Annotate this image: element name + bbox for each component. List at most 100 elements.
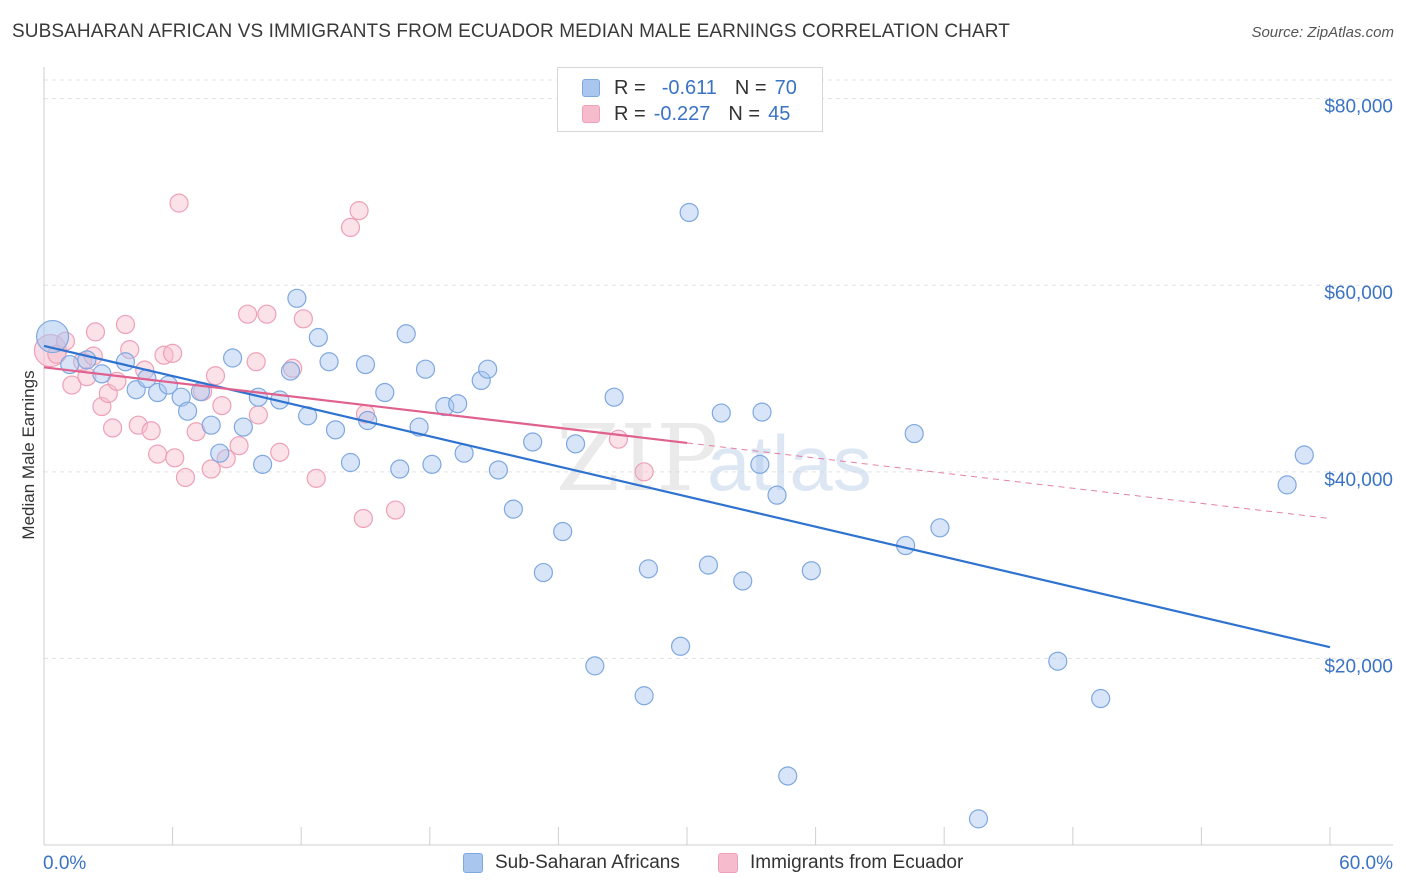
x-tick-label-max: 60.0% — [1339, 853, 1393, 874]
subsaharan-point — [415, 359, 436, 379]
subsaharan-point — [1294, 445, 1314, 465]
ecuador-point — [238, 304, 258, 324]
ecuador-point — [62, 375, 82, 395]
legend-n-value: 70 — [774, 76, 797, 99]
ecuador-point — [385, 500, 406, 520]
subsaharan-point — [533, 562, 553, 583]
legend-swatch-pink — [582, 105, 600, 123]
ecuador-point — [212, 395, 232, 416]
ecuador-point — [102, 418, 123, 438]
subsaharan-point — [375, 382, 395, 403]
series-ecuador-points — [33, 193, 654, 529]
legend-r-value: -0.611 — [661, 76, 717, 99]
ecuador-point — [246, 352, 266, 372]
subsaharan-point — [1091, 688, 1111, 709]
subsaharan-point — [287, 288, 307, 308]
subsaharan-point — [409, 417, 429, 437]
trend-line-subsaharan — [43, 344, 1331, 649]
subsaharan-point — [604, 387, 624, 407]
subsaharan-point — [448, 394, 468, 414]
gridlines — [44, 79, 1393, 659]
subsaharan-point — [178, 401, 198, 421]
x-tick-label-min: 0.0% — [43, 853, 86, 874]
subsaharan-point — [553, 521, 573, 542]
subsaharan-point — [1048, 651, 1068, 671]
subsaharan-point — [325, 420, 346, 440]
subsaharan-point — [585, 656, 605, 676]
subsaharan-point — [210, 443, 230, 463]
legend-swatch-blue — [463, 853, 483, 873]
subsaharan-point — [396, 324, 416, 344]
subsaharan-point — [171, 387, 191, 407]
subsaharan-point — [355, 354, 376, 375]
legend-label-ecuador: Immigrants from Ecuador — [750, 852, 964, 873]
legend-item-subsaharan[interactable]: Sub-Saharan Africans — [463, 852, 680, 874]
y-tick-labels: $20,000 $40,000 $60,000 $80,000 — [1324, 97, 1393, 678]
ecuador-point — [229, 436, 249, 456]
series-legend: Sub-Saharan Africans Immigrants from Ecu… — [0, 852, 1406, 878]
subsaharan-point — [471, 370, 491, 391]
subsaharan-point — [750, 454, 770, 474]
y-tick-label: $40,000 — [1324, 470, 1393, 491]
ecuador-point — [205, 366, 226, 386]
ecuador-point — [163, 343, 183, 363]
subsaharan-point — [778, 766, 798, 786]
ecuador-point — [120, 340, 140, 360]
subsaharan-point — [523, 432, 543, 452]
subsaharan-point — [422, 454, 442, 474]
ecuador-point — [141, 421, 161, 441]
legend-r-label: R = — [614, 102, 646, 125]
series-subsaharan-points — [35, 202, 1314, 829]
y-tick-label: $20,000 — [1324, 656, 1393, 677]
subsaharan-point — [698, 555, 719, 575]
y-axis-title: Median Male Earnings — [19, 370, 38, 539]
subsaharan-point — [930, 518, 950, 538]
subsaharan-point — [280, 361, 301, 381]
subsaharan-point — [340, 452, 361, 473]
ecuador-point — [634, 462, 654, 482]
ecuador-point — [201, 459, 221, 479]
subsaharan-point — [565, 434, 586, 454]
subsaharan-point — [904, 423, 924, 444]
subsaharan-point — [503, 499, 523, 519]
trend-line-ecuador-solid — [43, 366, 688, 445]
ecuador-point — [306, 468, 326, 488]
subsaharan-point — [711, 403, 731, 423]
subsaharan-point — [233, 417, 253, 437]
subsaharan-point — [733, 571, 753, 591]
subsaharan-point — [679, 202, 699, 223]
legend-n-label: N = — [734, 76, 767, 99]
subsaharan-point — [767, 485, 787, 505]
ecuador-point — [608, 429, 629, 449]
legend-r-value: -0.227 — [653, 102, 711, 125]
subsaharan-point — [223, 348, 243, 368]
subsaharan-point — [390, 459, 410, 479]
trend-lines — [43, 344, 1331, 649]
legend-n-label: N = — [728, 102, 761, 125]
ecuador-point — [270, 442, 290, 462]
subsaharan-point — [634, 686, 654, 706]
ecuador-point — [353, 508, 373, 529]
ecuador-point — [349, 201, 369, 221]
watermark-atlas: atlas — [707, 419, 872, 507]
subsaharan-point — [488, 460, 508, 480]
y-tick-label: $60,000 — [1324, 283, 1393, 304]
watermark-zip: ZIP — [556, 405, 718, 512]
legend-item-ecuador[interactable]: Immigrants from Ecuador — [718, 852, 963, 874]
subsaharan-point — [201, 415, 221, 435]
ecuador-point — [175, 467, 196, 488]
ecuador-point — [293, 309, 313, 329]
ecuador-point — [169, 193, 189, 213]
legend-swatch-blue — [582, 79, 600, 97]
y-tick-label: $80,000 — [1324, 97, 1393, 118]
legend-r-label: R = — [614, 76, 646, 99]
legend-label-subsaharan: Sub-Saharan Africans — [495, 852, 680, 873]
ecuador-point — [340, 217, 361, 238]
subsaharan-point — [115, 352, 136, 372]
legend-swatch-pink — [718, 853, 738, 873]
watermark: ZIP atlas — [556, 405, 872, 512]
legend-n-value: 45 — [768, 102, 791, 125]
ecuador-point — [248, 405, 268, 425]
source-credit: Source: ZipAtlas.com — [1251, 24, 1394, 41]
subsaharan-point — [35, 319, 70, 354]
